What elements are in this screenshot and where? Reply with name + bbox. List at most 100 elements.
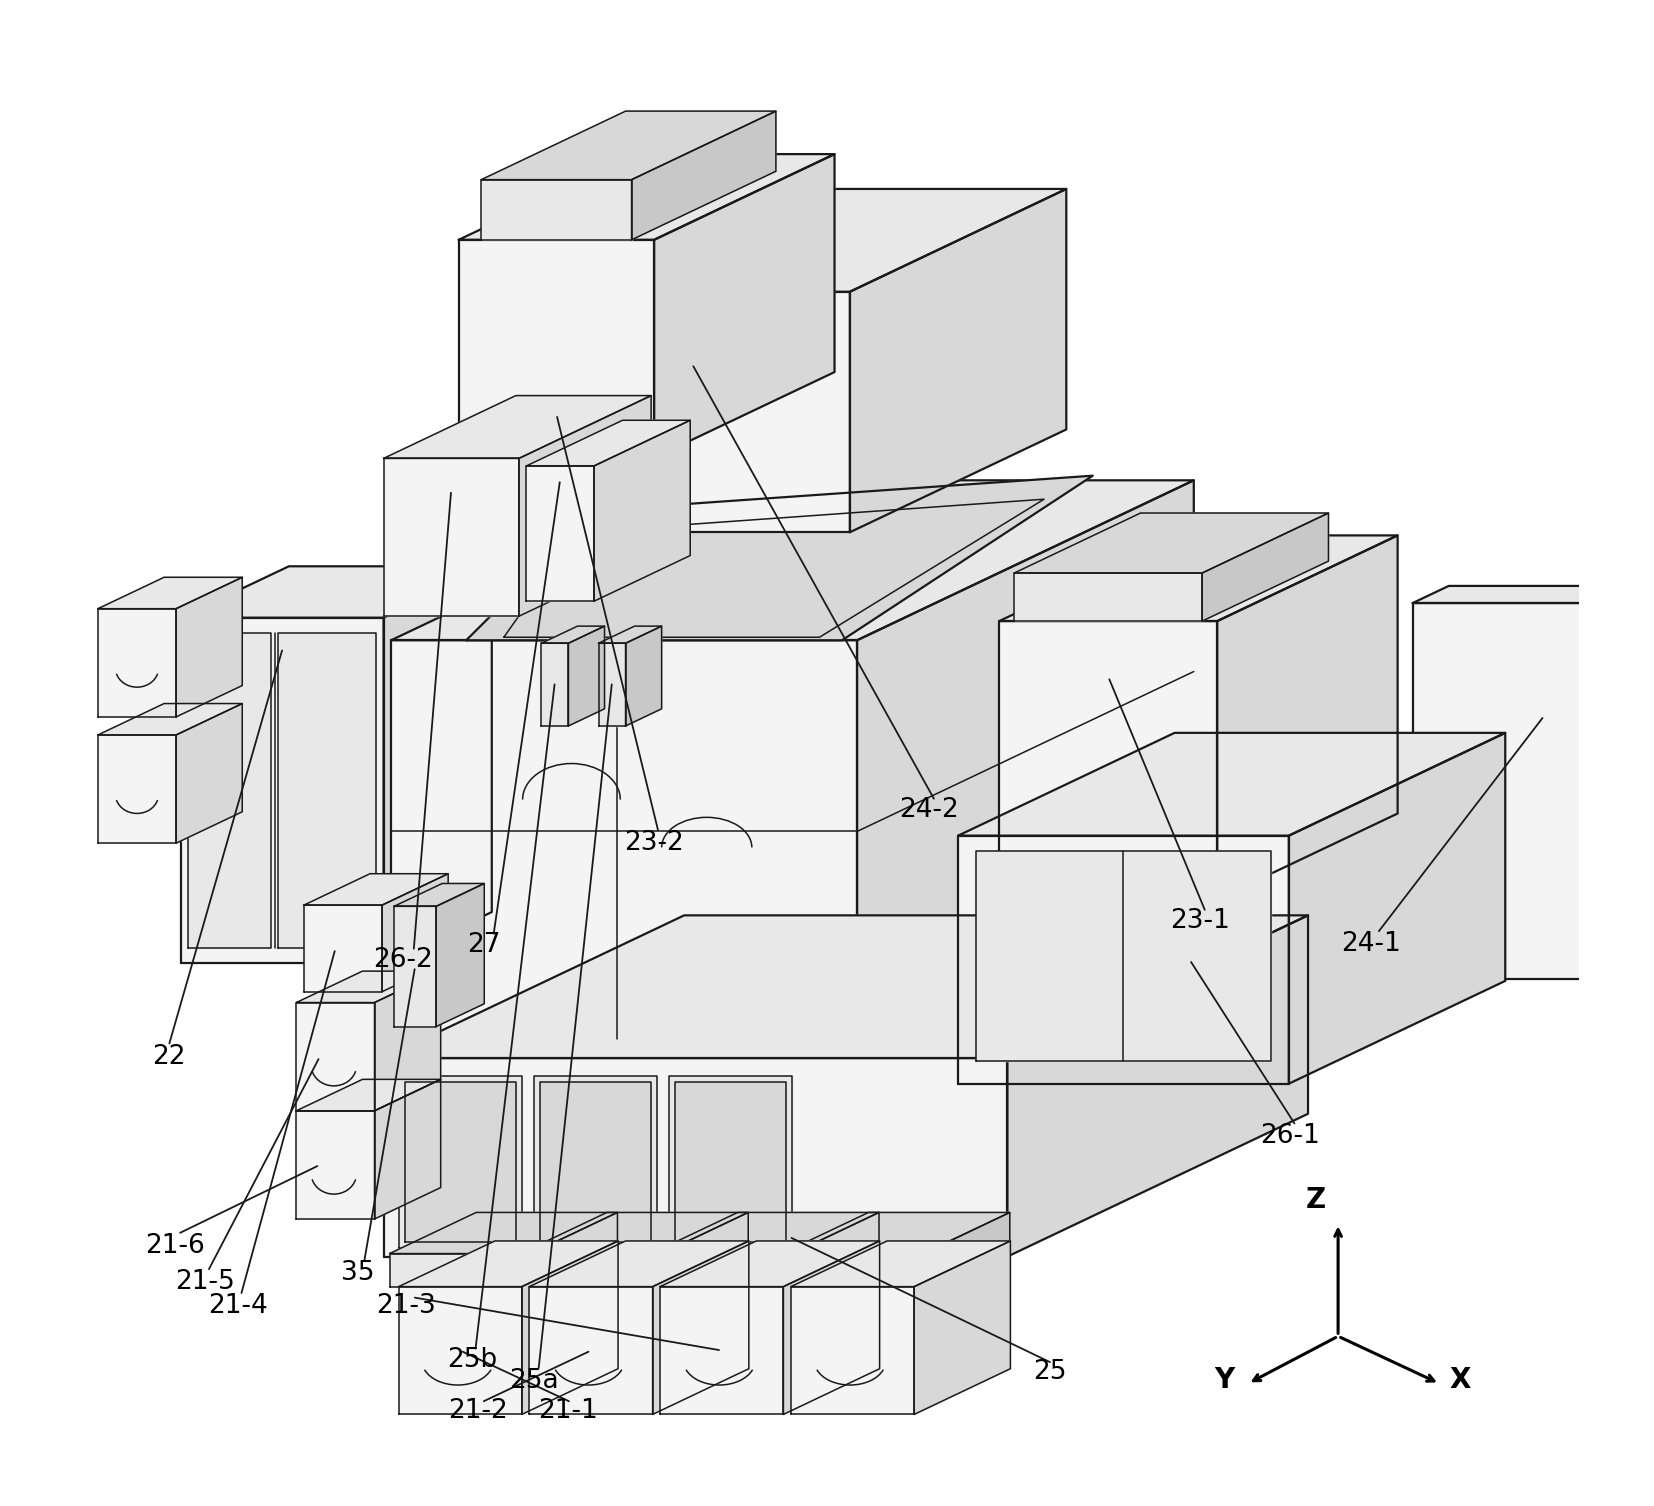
Text: 21-5: 21-5 [175, 1270, 235, 1295]
Polygon shape [976, 851, 1270, 1062]
Text: 24-2: 24-2 [900, 797, 959, 824]
Text: 23-2: 23-2 [624, 830, 685, 857]
Polygon shape [523, 1241, 619, 1414]
Polygon shape [526, 420, 690, 465]
Polygon shape [399, 1286, 523, 1414]
Polygon shape [660, 1241, 880, 1286]
Polygon shape [296, 1080, 440, 1111]
Polygon shape [531, 1212, 617, 1286]
Polygon shape [390, 1212, 617, 1253]
Polygon shape [958, 733, 1505, 836]
Polygon shape [296, 971, 440, 1003]
Polygon shape [541, 643, 569, 726]
Polygon shape [390, 480, 1194, 640]
Polygon shape [534, 1077, 657, 1247]
Text: 21-1: 21-1 [539, 1399, 599, 1425]
Polygon shape [850, 188, 1067, 532]
Polygon shape [539, 1083, 652, 1241]
Polygon shape [374, 1080, 440, 1218]
Polygon shape [782, 1212, 1011, 1253]
Text: 25a: 25a [509, 1369, 559, 1395]
Polygon shape [999, 536, 1398, 620]
Polygon shape [791, 1241, 1011, 1286]
Polygon shape [653, 1241, 749, 1414]
Polygon shape [382, 873, 448, 992]
Polygon shape [1217, 536, 1398, 899]
Polygon shape [394, 884, 485, 907]
Polygon shape [519, 396, 652, 616]
Polygon shape [632, 111, 776, 239]
Polygon shape [384, 566, 491, 964]
Text: 22: 22 [152, 1044, 185, 1069]
Polygon shape [384, 396, 652, 458]
Polygon shape [437, 884, 485, 1027]
Polygon shape [399, 1241, 619, 1286]
Polygon shape [1014, 572, 1202, 620]
Polygon shape [175, 577, 241, 717]
Polygon shape [189, 633, 271, 949]
Polygon shape [458, 154, 835, 239]
Polygon shape [999, 620, 1217, 899]
Text: Z: Z [1305, 1187, 1325, 1214]
Polygon shape [399, 1077, 523, 1247]
Polygon shape [98, 703, 241, 735]
Polygon shape [180, 566, 491, 617]
Polygon shape [175, 703, 241, 843]
Polygon shape [569, 626, 604, 726]
Polygon shape [660, 1286, 784, 1414]
Polygon shape [857, 480, 1194, 1039]
Polygon shape [1413, 602, 1654, 979]
Polygon shape [180, 617, 384, 964]
Polygon shape [98, 577, 241, 608]
Polygon shape [1288, 733, 1505, 1084]
Text: Y: Y [1214, 1366, 1234, 1395]
Polygon shape [791, 1286, 915, 1414]
Text: X: X [1449, 1366, 1470, 1395]
Text: 26-2: 26-2 [374, 947, 433, 973]
Text: 21-6: 21-6 [146, 1233, 205, 1259]
Polygon shape [304, 905, 382, 992]
Polygon shape [384, 916, 1308, 1059]
Polygon shape [915, 1241, 1011, 1414]
Polygon shape [526, 465, 594, 601]
Polygon shape [529, 1241, 749, 1286]
Polygon shape [662, 1212, 748, 1286]
Text: 25b: 25b [447, 1348, 498, 1373]
Polygon shape [466, 476, 1093, 640]
Polygon shape [652, 1212, 878, 1253]
Polygon shape [278, 633, 375, 949]
Polygon shape [653, 154, 835, 458]
Polygon shape [675, 1083, 786, 1241]
Text: 21-3: 21-3 [375, 1294, 437, 1319]
Polygon shape [374, 971, 440, 1111]
Polygon shape [98, 608, 175, 717]
Polygon shape [1007, 916, 1308, 1256]
Polygon shape [652, 1253, 792, 1286]
Polygon shape [521, 1212, 748, 1253]
Polygon shape [587, 292, 850, 532]
Polygon shape [782, 1253, 923, 1286]
Polygon shape [599, 643, 625, 726]
Polygon shape [958, 836, 1288, 1084]
Polygon shape [405, 1083, 516, 1241]
Polygon shape [625, 626, 662, 726]
Polygon shape [670, 1077, 792, 1247]
Polygon shape [481, 179, 632, 239]
Polygon shape [1202, 514, 1328, 620]
Text: 25: 25 [1032, 1360, 1067, 1386]
Polygon shape [296, 1003, 374, 1111]
Text: 21-2: 21-2 [448, 1399, 508, 1425]
Polygon shape [792, 1212, 878, 1286]
Polygon shape [594, 420, 690, 601]
Text: 23-1: 23-1 [1169, 908, 1229, 934]
Polygon shape [390, 640, 857, 1039]
Polygon shape [784, 1241, 880, 1414]
Polygon shape [923, 1212, 1011, 1286]
Polygon shape [481, 111, 776, 179]
Text: 21-4: 21-4 [208, 1294, 268, 1319]
Polygon shape [384, 1059, 1007, 1256]
Polygon shape [1014, 514, 1328, 572]
Polygon shape [458, 239, 653, 458]
Polygon shape [587, 188, 1067, 292]
Polygon shape [599, 626, 662, 643]
